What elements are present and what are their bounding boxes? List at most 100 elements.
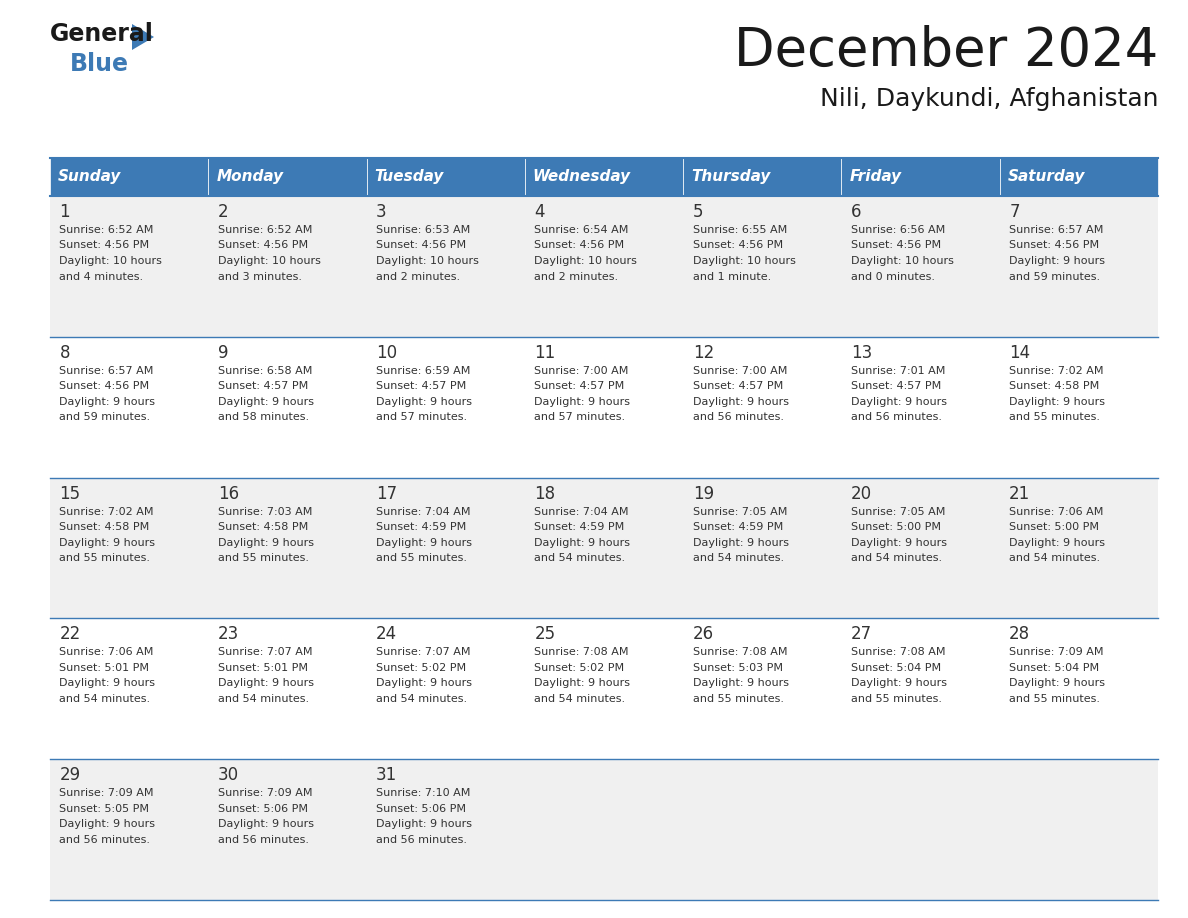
Text: Sunrise: 7:05 AM: Sunrise: 7:05 AM — [693, 507, 786, 517]
Bar — [683, 158, 841, 196]
Text: Sunrise: 7:09 AM: Sunrise: 7:09 AM — [59, 789, 154, 798]
Text: Sunrise: 7:03 AM: Sunrise: 7:03 AM — [217, 507, 312, 517]
Text: 27: 27 — [851, 625, 872, 644]
Bar — [367, 477, 525, 619]
Text: 1: 1 — [59, 203, 70, 221]
Text: 23: 23 — [217, 625, 239, 644]
Bar — [841, 759, 1000, 900]
Text: Daylight: 9 hours: Daylight: 9 hours — [1010, 256, 1105, 266]
Text: Daylight: 9 hours: Daylight: 9 hours — [59, 397, 156, 407]
Text: Tuesday: Tuesday — [374, 170, 444, 185]
Text: Monday: Monday — [216, 170, 283, 185]
Bar — [525, 759, 683, 900]
Text: 11: 11 — [535, 344, 556, 362]
Text: Sunrise: 7:08 AM: Sunrise: 7:08 AM — [851, 647, 946, 657]
Text: Sunrise: 7:06 AM: Sunrise: 7:06 AM — [1010, 507, 1104, 517]
Text: General: General — [50, 22, 154, 46]
Text: Sunday: Sunday — [58, 170, 121, 185]
Bar — [367, 337, 525, 477]
Bar — [683, 337, 841, 477]
Text: Daylight: 9 hours: Daylight: 9 hours — [59, 819, 156, 829]
Text: Sunset: 4:59 PM: Sunset: 4:59 PM — [693, 522, 783, 532]
Text: Daylight: 10 hours: Daylight: 10 hours — [535, 256, 637, 266]
Bar — [1000, 158, 1158, 196]
Text: and 55 minutes.: and 55 minutes. — [1010, 412, 1100, 422]
Text: 26: 26 — [693, 625, 714, 644]
Text: 4: 4 — [535, 203, 545, 221]
Text: Sunrise: 7:07 AM: Sunrise: 7:07 AM — [217, 647, 312, 657]
Bar — [841, 158, 1000, 196]
Bar — [683, 619, 841, 759]
Text: 6: 6 — [851, 203, 861, 221]
Text: 12: 12 — [693, 344, 714, 362]
Text: and 54 minutes.: and 54 minutes. — [217, 694, 309, 704]
Text: Daylight: 9 hours: Daylight: 9 hours — [217, 678, 314, 688]
Text: and 56 minutes.: and 56 minutes. — [217, 834, 309, 845]
Text: Daylight: 9 hours: Daylight: 9 hours — [851, 678, 947, 688]
Text: Daylight: 9 hours: Daylight: 9 hours — [535, 678, 631, 688]
Text: and 54 minutes.: and 54 minutes. — [851, 554, 942, 563]
Text: 20: 20 — [851, 485, 872, 502]
Text: and 54 minutes.: and 54 minutes. — [377, 694, 467, 704]
Text: Sunrise: 7:08 AM: Sunrise: 7:08 AM — [693, 647, 788, 657]
Text: Sunrise: 7:01 AM: Sunrise: 7:01 AM — [851, 365, 946, 375]
Text: Sunset: 5:04 PM: Sunset: 5:04 PM — [851, 663, 941, 673]
Text: Daylight: 9 hours: Daylight: 9 hours — [1010, 678, 1105, 688]
Text: Sunset: 4:56 PM: Sunset: 4:56 PM — [693, 241, 783, 251]
Text: and 59 minutes.: and 59 minutes. — [1010, 272, 1100, 282]
Text: Sunset: 5:05 PM: Sunset: 5:05 PM — [59, 803, 150, 813]
Text: 9: 9 — [217, 344, 228, 362]
Text: Friday: Friday — [849, 170, 902, 185]
Bar — [50, 619, 208, 759]
Text: 25: 25 — [535, 625, 556, 644]
Text: Sunset: 4:56 PM: Sunset: 4:56 PM — [851, 241, 941, 251]
Text: Sunset: 5:00 PM: Sunset: 5:00 PM — [1010, 522, 1099, 532]
Text: and 0 minutes.: and 0 minutes. — [851, 272, 935, 282]
Text: Sunset: 4:58 PM: Sunset: 4:58 PM — [217, 522, 308, 532]
Text: and 54 minutes.: and 54 minutes. — [535, 694, 625, 704]
Text: Sunset: 5:02 PM: Sunset: 5:02 PM — [377, 663, 466, 673]
Bar — [208, 158, 367, 196]
Text: Sunrise: 6:52 AM: Sunrise: 6:52 AM — [59, 225, 154, 235]
Text: Sunrise: 6:55 AM: Sunrise: 6:55 AM — [693, 225, 786, 235]
Text: Daylight: 9 hours: Daylight: 9 hours — [535, 397, 631, 407]
Text: Daylight: 9 hours: Daylight: 9 hours — [59, 678, 156, 688]
Text: 5: 5 — [693, 203, 703, 221]
Text: Daylight: 9 hours: Daylight: 9 hours — [851, 538, 947, 548]
Text: Sunrise: 6:52 AM: Sunrise: 6:52 AM — [217, 225, 312, 235]
Bar — [841, 477, 1000, 619]
Text: 2: 2 — [217, 203, 228, 221]
Bar — [50, 759, 208, 900]
Text: Sunrise: 7:10 AM: Sunrise: 7:10 AM — [377, 789, 470, 798]
Bar — [525, 196, 683, 337]
Text: Sunrise: 6:53 AM: Sunrise: 6:53 AM — [377, 225, 470, 235]
Bar — [1000, 337, 1158, 477]
Text: 13: 13 — [851, 344, 872, 362]
Bar — [367, 619, 525, 759]
Text: Daylight: 9 hours: Daylight: 9 hours — [693, 678, 789, 688]
Text: Daylight: 9 hours: Daylight: 9 hours — [1010, 397, 1105, 407]
Text: and 59 minutes.: and 59 minutes. — [59, 412, 151, 422]
Bar — [1000, 477, 1158, 619]
Bar — [841, 337, 1000, 477]
Text: Sunrise: 6:54 AM: Sunrise: 6:54 AM — [535, 225, 628, 235]
Text: Sunset: 4:57 PM: Sunset: 4:57 PM — [693, 381, 783, 391]
Text: Sunset: 4:58 PM: Sunset: 4:58 PM — [59, 522, 150, 532]
Text: Sunrise: 7:04 AM: Sunrise: 7:04 AM — [535, 507, 628, 517]
Text: 19: 19 — [693, 485, 714, 502]
Text: Daylight: 9 hours: Daylight: 9 hours — [217, 397, 314, 407]
Text: and 4 minutes.: and 4 minutes. — [59, 272, 144, 282]
Text: Sunrise: 7:00 AM: Sunrise: 7:00 AM — [693, 365, 786, 375]
Bar — [525, 477, 683, 619]
Text: and 1 minute.: and 1 minute. — [693, 272, 771, 282]
Text: Daylight: 9 hours: Daylight: 9 hours — [217, 538, 314, 548]
Text: Sunset: 4:56 PM: Sunset: 4:56 PM — [535, 241, 625, 251]
Text: Sunrise: 7:09 AM: Sunrise: 7:09 AM — [1010, 647, 1104, 657]
Text: Sunrise: 7:04 AM: Sunrise: 7:04 AM — [377, 507, 470, 517]
Text: 3: 3 — [377, 203, 386, 221]
Text: 16: 16 — [217, 485, 239, 502]
Text: Daylight: 10 hours: Daylight: 10 hours — [377, 256, 479, 266]
Text: and 55 minutes.: and 55 minutes. — [217, 554, 309, 563]
Text: Daylight: 9 hours: Daylight: 9 hours — [535, 538, 631, 548]
Text: Daylight: 9 hours: Daylight: 9 hours — [851, 397, 947, 407]
